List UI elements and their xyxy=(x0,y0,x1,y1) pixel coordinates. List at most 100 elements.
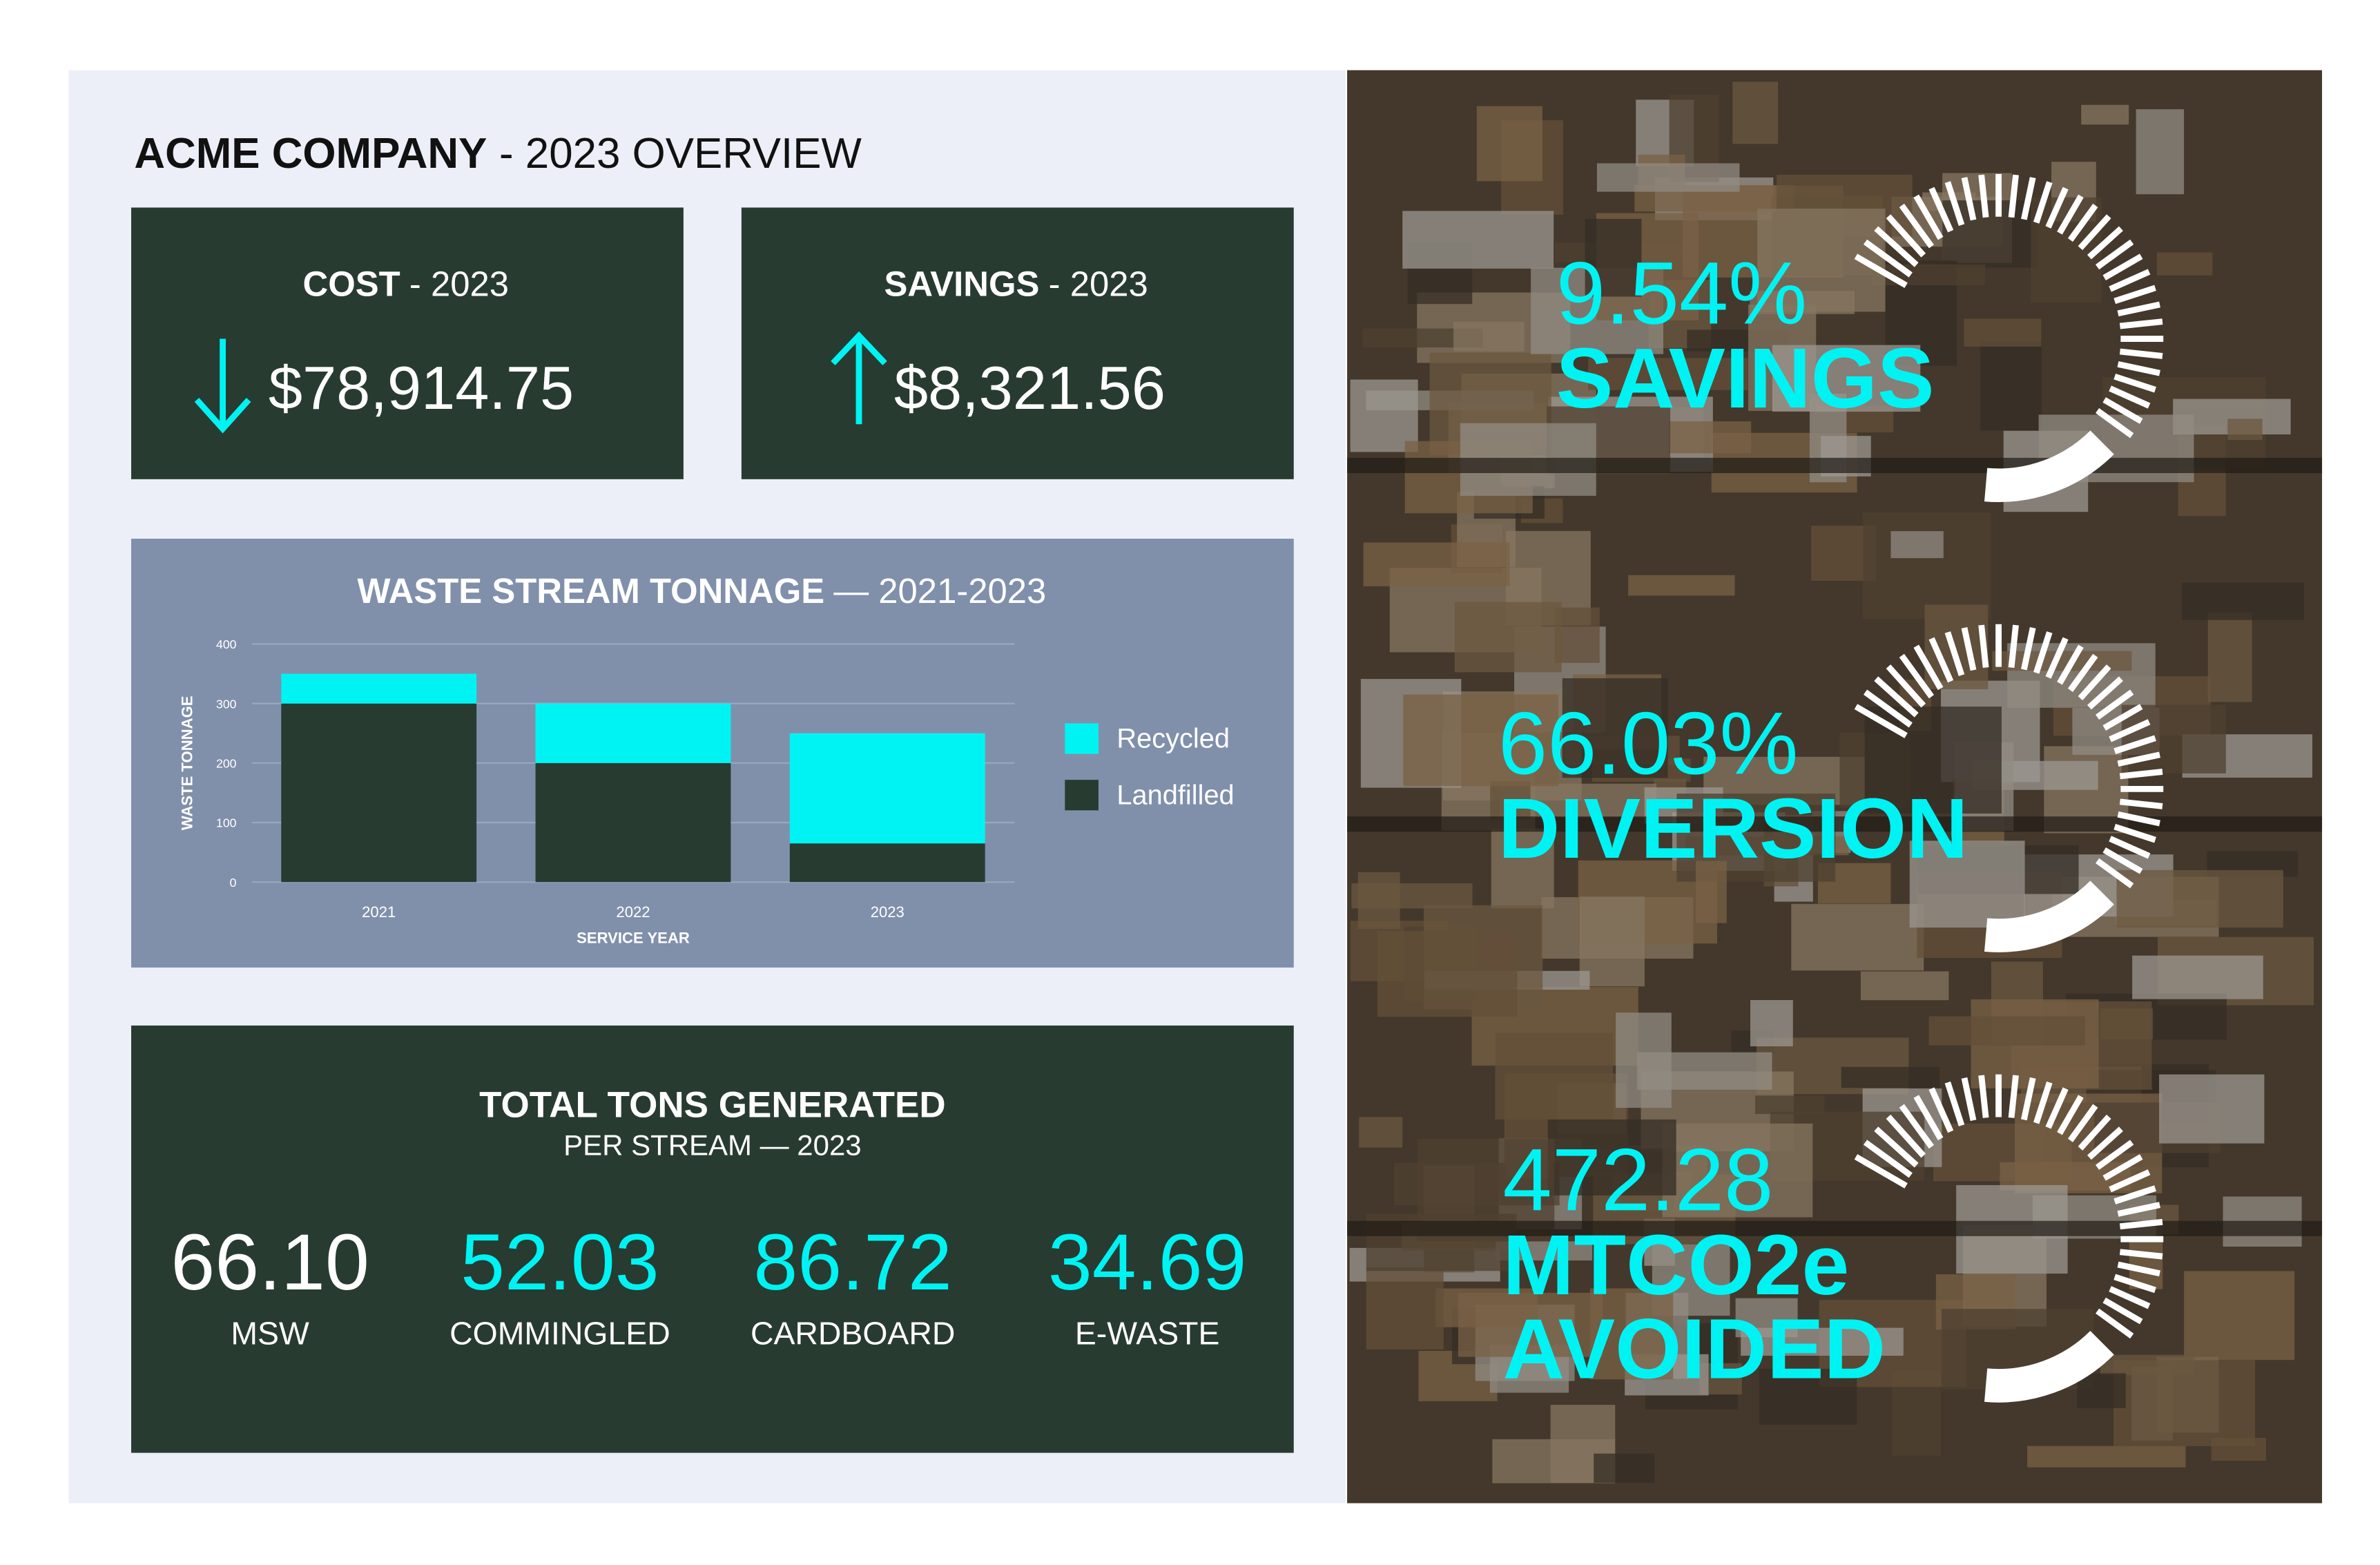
x-tick-label: 2023 xyxy=(871,903,904,921)
gauge-tick xyxy=(2045,637,2069,679)
gauge-tick xyxy=(1899,1104,1935,1149)
gauge-tick xyxy=(2096,1308,2134,1339)
photo-patch xyxy=(1458,1292,1603,1357)
gauge-tick xyxy=(2021,627,2036,671)
gauge-tick xyxy=(2008,174,2019,218)
gauge-tick xyxy=(2078,214,2111,251)
stream-label: CARDBOARD xyxy=(751,1316,955,1352)
card-label: COST - 2023 xyxy=(303,265,509,304)
gauge-tick xyxy=(1863,239,1913,278)
bar xyxy=(535,703,731,763)
photo-patch xyxy=(1909,841,2025,928)
photo-patch xyxy=(1750,1000,1793,1047)
gauge-tick xyxy=(2119,769,2163,780)
photo-patch xyxy=(2159,1074,2265,1144)
gauge-tick xyxy=(2096,407,2134,439)
gauge-tick xyxy=(1854,1154,1908,1189)
gauge-tick xyxy=(2117,1202,2160,1217)
highlight-label: DIVERSION xyxy=(1498,781,1968,876)
gauge-tick xyxy=(2113,1274,2156,1294)
y-tick-label: 300 xyxy=(216,697,237,711)
photo-patch xyxy=(2027,1446,2186,1468)
gauge-tick xyxy=(1854,704,1908,738)
gauge-tick xyxy=(2021,1077,2036,1121)
photo-patch xyxy=(1562,678,1668,778)
x-tick-label: 2021 xyxy=(362,903,396,921)
gauge-tick xyxy=(2117,1261,2160,1277)
photo-patch xyxy=(2081,104,2129,125)
gauge-tick xyxy=(1886,664,1926,708)
photo-patch xyxy=(1980,340,2042,431)
highlight-label: MTCO2e xyxy=(1502,1218,1849,1313)
chart-title: WASTE STREAM TONNAGE — 2021-2023 xyxy=(358,571,1047,611)
bar xyxy=(535,762,731,883)
legend-label: Landfilled xyxy=(1116,780,1234,810)
stream-value: 66.10 xyxy=(171,1218,369,1307)
gauge-tick xyxy=(2102,704,2143,731)
photo-patch xyxy=(1403,694,1558,787)
photo-patch xyxy=(1594,1453,1655,1483)
card-value: $78,914.75 xyxy=(269,354,574,422)
photo-patch xyxy=(1454,602,1562,673)
bar xyxy=(789,733,985,844)
gauge-tick xyxy=(1874,226,1919,267)
photo-patch xyxy=(1589,1288,1674,1380)
bar xyxy=(281,703,477,883)
gauge-tick xyxy=(2117,751,2160,767)
photo-patch xyxy=(1377,931,1518,1017)
card-label-name: SAVINGS xyxy=(884,265,1039,304)
gauge-tick xyxy=(1863,1140,1913,1178)
gauge-tick xyxy=(2109,385,2151,409)
photo-patch xyxy=(1350,379,1418,452)
card-label: SAVINGS - 2023 xyxy=(884,265,1148,304)
gauge-tick xyxy=(2119,1218,2163,1230)
y-tick-label: 400 xyxy=(216,637,237,651)
gauge-tick xyxy=(1928,186,1954,233)
gauge-tick xyxy=(2045,1087,2069,1129)
gauge-tick xyxy=(2087,1126,2123,1160)
photo-patch xyxy=(1585,218,1642,297)
photo-patch xyxy=(2182,582,2305,620)
y-tick-label: 100 xyxy=(216,816,237,830)
gauge-tick xyxy=(2102,847,2143,874)
photo-patch xyxy=(2227,419,2263,440)
photo-patch xyxy=(1490,781,1531,820)
trend-arrow-head xyxy=(194,397,251,434)
cost-card xyxy=(131,207,684,479)
gauge-tick xyxy=(2117,301,2160,317)
gauge-tick xyxy=(1961,177,1977,221)
gauge-tick xyxy=(2057,644,2084,685)
photo-patch xyxy=(2207,612,2252,702)
y-tick-label: 0 xyxy=(230,876,237,890)
photo-patch xyxy=(1668,421,1752,454)
savings-card xyxy=(741,207,1294,479)
gauge-tick xyxy=(2078,1114,2111,1151)
photo-patch xyxy=(1863,512,1991,620)
photo-patch xyxy=(2136,109,2185,195)
gauge-tick xyxy=(2109,269,2151,292)
gauge-tick xyxy=(1978,624,1989,669)
gauge-tick xyxy=(2102,1154,2143,1181)
photo-patch xyxy=(1366,1267,1444,1350)
gauge-tick xyxy=(2096,689,2134,720)
gauge-tick xyxy=(2033,1081,2053,1124)
gauge-tick xyxy=(1886,1114,1926,1158)
gauge-tick xyxy=(2008,1075,2019,1118)
gauge-tick xyxy=(2109,1169,2151,1193)
gauge-tick xyxy=(1874,676,1919,718)
photo-patch xyxy=(2116,870,2283,928)
gauge-tick xyxy=(2087,676,2123,710)
photo-patch xyxy=(1363,542,1510,586)
card-value: $8,321.56 xyxy=(894,354,1165,422)
photo-patch xyxy=(2100,1354,2195,1375)
highlight-label: AVOIDED xyxy=(1502,1301,1885,1396)
photo-patch xyxy=(1402,211,1554,269)
gauge-tick xyxy=(2057,1095,2084,1135)
gauge-tick xyxy=(1978,174,1989,218)
photo-patch xyxy=(1476,106,1543,182)
photo-patch xyxy=(1662,1123,1813,1218)
stream-label: COMMINGLED xyxy=(449,1316,670,1352)
totals-title: TOTAL TONS GENERATED xyxy=(479,1084,946,1125)
